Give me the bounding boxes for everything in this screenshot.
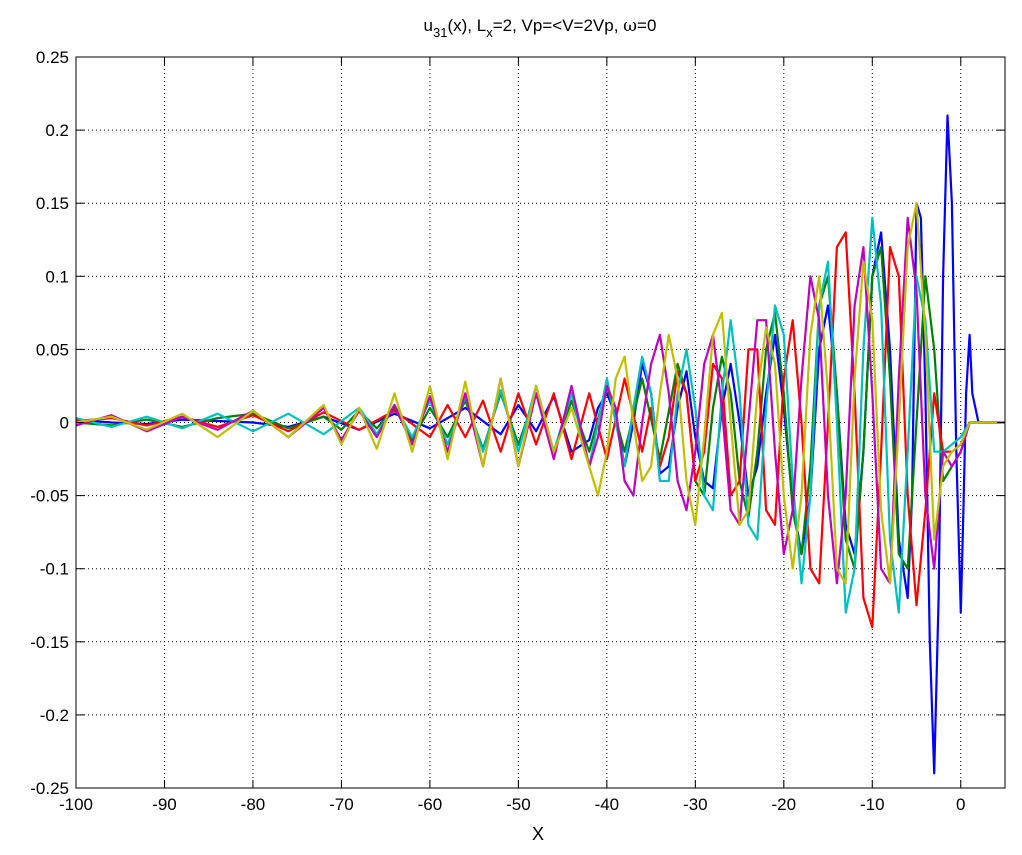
y-tick-label: -0.25: [30, 779, 69, 798]
series-line-5: [75, 216, 1005, 585]
x-tick-label: -60: [418, 795, 443, 814]
x-tick-label: -70: [329, 795, 354, 814]
x-tick-label: -40: [595, 795, 620, 814]
y-tick-label: -0.05: [30, 487, 69, 506]
y-tick-label: -0.1: [40, 560, 69, 579]
y-tick-label: 0.2: [45, 121, 69, 140]
y-tick-label: -0.15: [30, 633, 69, 652]
y-tick-label: 0.15: [36, 194, 69, 213]
x-tick-label: 0: [956, 795, 965, 814]
x-tick-label: -80: [241, 795, 266, 814]
y-tick-label: 0.25: [36, 48, 69, 67]
tick-labels: -100 -90 -80 -70 -60 -50 -40 -30 -20 -10 00.250.20…: [30, 48, 965, 814]
y-tick-label: -0.2: [40, 706, 69, 725]
x-tick-label: -30: [683, 795, 708, 814]
series-line-3: [75, 231, 1005, 629]
y-tick-label: 0.05: [36, 340, 69, 359]
axes-frame: [75, 56, 1006, 789]
series-line-6: [75, 202, 1005, 585]
x-axis-label: X: [532, 824, 544, 844]
x-tick-label: -100: [59, 795, 93, 814]
x-tick-label: -20: [772, 795, 797, 814]
x-tick-label: -50: [506, 795, 531, 814]
series-line-2: [75, 246, 1005, 570]
y-tick-label: 0.1: [45, 267, 69, 286]
y-tick-label: 0: [60, 414, 69, 433]
plot-lines: [75, 114, 1005, 775]
chart-title: u31(x), Lx=2, Vp=<V=2Vp, ω=0: [424, 16, 657, 40]
x-tick-label: -90: [152, 795, 177, 814]
x-tick-label: -10: [860, 795, 885, 814]
